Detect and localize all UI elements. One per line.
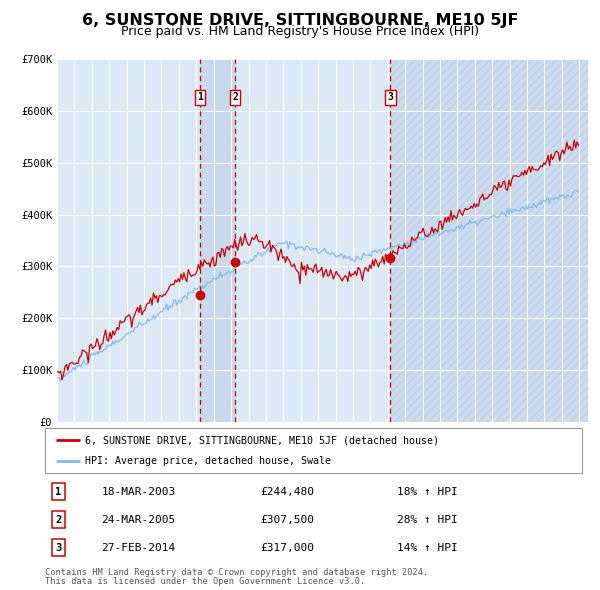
- Text: 27-FEB-2014: 27-FEB-2014: [101, 543, 176, 553]
- Text: 14% ↑ HPI: 14% ↑ HPI: [397, 543, 457, 553]
- Text: 24-MAR-2005: 24-MAR-2005: [101, 515, 176, 525]
- Bar: [200, 59, 235, 422]
- Text: 3: 3: [55, 543, 62, 553]
- Text: £307,500: £307,500: [260, 515, 314, 525]
- Text: 6, SUNSTONE DRIVE, SITTINGBOURNE, ME10 5JF (detached house): 6, SUNSTONE DRIVE, SITTINGBOURNE, ME10 5…: [85, 435, 439, 445]
- Text: 6, SUNSTONE DRIVE, SITTINGBOURNE, ME10 5JF: 6, SUNSTONE DRIVE, SITTINGBOURNE, ME10 5…: [82, 13, 518, 28]
- Text: 18-MAR-2003: 18-MAR-2003: [101, 487, 176, 497]
- Text: 28% ↑ HPI: 28% ↑ HPI: [397, 515, 457, 525]
- Text: 3: 3: [388, 92, 394, 102]
- Bar: [391, 59, 588, 422]
- Text: This data is licensed under the Open Government Licence v3.0.: This data is licensed under the Open Gov…: [45, 577, 365, 586]
- Text: 1: 1: [197, 92, 203, 102]
- Text: 2: 2: [232, 92, 238, 102]
- Text: 18% ↑ HPI: 18% ↑ HPI: [397, 487, 457, 497]
- Bar: [391, 59, 588, 422]
- Text: 2: 2: [55, 515, 62, 525]
- Text: £317,000: £317,000: [260, 543, 314, 553]
- Text: Price paid vs. HM Land Registry's House Price Index (HPI): Price paid vs. HM Land Registry's House …: [121, 25, 479, 38]
- Text: HPI: Average price, detached house, Swale: HPI: Average price, detached house, Swal…: [85, 456, 331, 466]
- Text: 1: 1: [55, 487, 62, 497]
- Text: Contains HM Land Registry data © Crown copyright and database right 2024.: Contains HM Land Registry data © Crown c…: [45, 568, 428, 576]
- Text: £244,480: £244,480: [260, 487, 314, 497]
